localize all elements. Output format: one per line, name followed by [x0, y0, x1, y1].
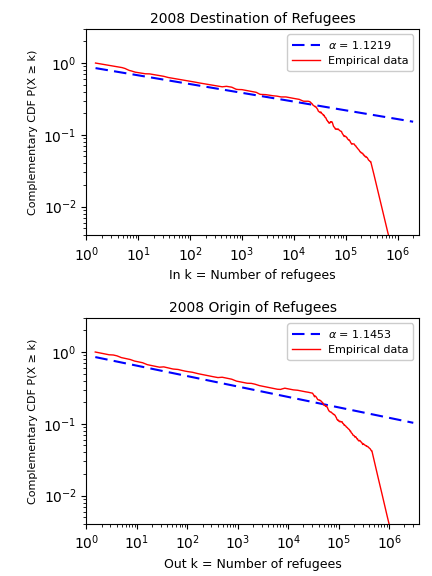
Title: 2008 Origin of Refugees: 2008 Origin of Refugees: [169, 301, 337, 315]
$\alpha$ = 1.1453: [131, 362, 136, 369]
Line: Empirical data: Empirical data: [95, 352, 413, 576]
$\alpha$ = 1.1453: [411, 419, 416, 426]
$\alpha$ = 1.1219: [93, 65, 98, 71]
Empirical data: [332, 412, 337, 419]
Legend: $\alpha$ = 1.1453, Empirical data: $\alpha$ = 1.1453, Empirical data: [287, 323, 413, 360]
$\alpha$ = 1.1219: [197, 82, 202, 89]
Empirical data: [175, 75, 180, 82]
Line: $\alpha$ = 1.1219: $\alpha$ = 1.1219: [95, 68, 413, 122]
$\alpha$ = 1.1219: [219, 86, 224, 93]
Line: Empirical data: Empirical data: [95, 63, 413, 337]
$\alpha$ = 1.1219: [410, 118, 416, 125]
Line: $\alpha$ = 1.1453: $\alpha$ = 1.1453: [95, 357, 413, 423]
X-axis label: In k = Number of refugees: In k = Number of refugees: [169, 269, 336, 282]
$\alpha$ = 1.1219: [293, 98, 298, 105]
$\alpha$ = 1.1219: [324, 104, 329, 111]
Empirical data: [305, 98, 310, 105]
Empirical data: [93, 59, 98, 66]
$\alpha$ = 1.1219: [322, 103, 327, 110]
$\alpha$ = 1.1219: [131, 71, 137, 78]
$\alpha$ = 1.1453: [322, 401, 327, 408]
Empirical data: [410, 334, 416, 340]
$\alpha$ = 1.1453: [293, 395, 298, 402]
$\alpha$ = 1.1453: [196, 375, 201, 382]
Legend: $\alpha$ = 1.1219, Empirical data: $\alpha$ = 1.1219, Empirical data: [287, 35, 413, 71]
$\alpha$ = 1.1453: [93, 354, 98, 361]
Empirical data: [280, 385, 285, 392]
Empirical data: [237, 86, 242, 93]
Empirical data: [149, 71, 154, 78]
$\alpha$ = 1.1453: [324, 401, 329, 408]
Empirical data: [93, 348, 98, 355]
Empirical data: [305, 389, 310, 396]
Title: 2008 Destination of Refugees: 2008 Destination of Refugees: [150, 12, 356, 26]
Empirical data: [237, 378, 242, 385]
X-axis label: Out k = Number of refugees: Out k = Number of refugees: [164, 558, 342, 571]
$\alpha$ = 1.1453: [219, 380, 224, 386]
Y-axis label: Complementary CDF P(X ≥ k): Complementary CDF P(X ≥ k): [28, 338, 38, 503]
Empirical data: [280, 93, 285, 100]
Empirical data: [149, 362, 154, 369]
Empirical data: [175, 366, 180, 373]
Empirical data: [332, 124, 337, 131]
Y-axis label: Complementary CDF P(X ≥ k): Complementary CDF P(X ≥ k): [28, 50, 38, 215]
